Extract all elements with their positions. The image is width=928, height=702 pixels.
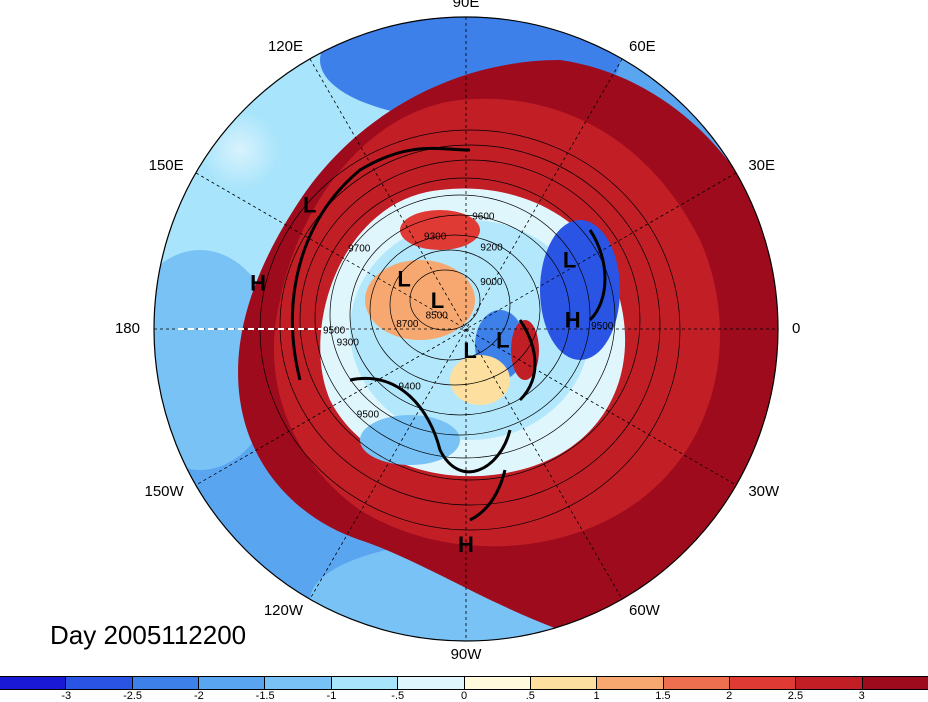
longitude-label: 90E bbox=[452, 0, 480, 11]
contour-label: 9500 bbox=[357, 409, 380, 420]
contour-label: 8700 bbox=[396, 319, 419, 330]
contour-label: 9000 bbox=[480, 277, 503, 288]
jet-contours bbox=[291, 146, 607, 522]
high-pressure-marker: H bbox=[250, 271, 266, 296]
colorbar-swatch bbox=[132, 677, 200, 689]
colorbar-swatch bbox=[796, 677, 863, 689]
low-pressure-marker: L bbox=[563, 248, 576, 273]
longitude-label: 150W bbox=[144, 483, 184, 500]
contour-label: 9300 bbox=[424, 231, 447, 242]
colorbar-swatch bbox=[530, 677, 598, 689]
longitude-label: 60W bbox=[629, 602, 660, 620]
contour-label: 9400 bbox=[399, 381, 422, 392]
longitude-label: 60E bbox=[629, 37, 656, 55]
contour-label: 9500 bbox=[323, 326, 346, 337]
longitude-label: 180 bbox=[114, 320, 140, 337]
height-contours bbox=[259, 129, 681, 531]
longitude-label: 120W bbox=[263, 602, 303, 620]
colorbar-swatch bbox=[265, 677, 332, 689]
colorbar-tick-label: -1.5 bbox=[255, 690, 275, 702]
contour-label: 9300 bbox=[337, 338, 360, 349]
colorbar-swatch bbox=[66, 677, 133, 689]
colorbar bbox=[0, 676, 928, 690]
low-pressure-marker: L bbox=[463, 338, 476, 363]
longitude-label: 150E bbox=[148, 157, 184, 174]
colorbar-tick-label: -.5 bbox=[391, 690, 405, 702]
map-annotations: LH LLLHLLH9600930092009700900085008700930… bbox=[250, 193, 614, 557]
contour-label: 9600 bbox=[472, 211, 495, 222]
colorbar-swatch bbox=[597, 677, 664, 689]
colorbar-tick-label: 1 bbox=[593, 690, 600, 702]
contour-label: 9700 bbox=[348, 243, 371, 254]
colorbar-tick-label: -2.5 bbox=[123, 690, 143, 702]
day-title: Day 2005112200 bbox=[50, 620, 247, 650]
contour-label: 9500 bbox=[591, 321, 614, 332]
colorbar-tick-label: -1 bbox=[326, 690, 337, 702]
colorbar-tick-label: -2 bbox=[193, 690, 204, 702]
low-pressure-marker: L bbox=[496, 328, 509, 353]
low-pressure-marker: L bbox=[397, 266, 410, 291]
longitude-label: 120E bbox=[267, 37, 303, 55]
colorbar-tick-label: 0 bbox=[460, 690, 468, 702]
colorbar-swatch bbox=[0, 677, 67, 689]
low-pressure-marker: L bbox=[431, 288, 444, 313]
map-boundary bbox=[153, 16, 779, 642]
colorbar-swatch bbox=[464, 677, 531, 689]
longitude-label: 30W bbox=[748, 483, 780, 500]
colorbar-tick-label: 1.5 bbox=[655, 690, 671, 702]
contour-label: 8500 bbox=[426, 310, 449, 321]
colorbar-tick-label: -3 bbox=[61, 690, 72, 702]
colorbar-swatch bbox=[398, 677, 465, 689]
high-pressure-marker: H bbox=[458, 532, 474, 557]
colorbar-swatch bbox=[729, 677, 797, 689]
colorbar-tick-label: .5 bbox=[525, 690, 535, 702]
colorbar-swatch bbox=[663, 677, 730, 689]
polar-map: LH LLLHLLH9600930092009700900085008700930… bbox=[153, 16, 779, 642]
high-pressure-marker: H bbox=[565, 307, 581, 332]
colorbar-tick-label: 2 bbox=[726, 690, 733, 702]
colorbar-tick-label: 3 bbox=[858, 690, 865, 702]
colorbar-swatch bbox=[862, 677, 928, 689]
colorbar-swatch bbox=[199, 677, 266, 689]
low-pressure-marker: L bbox=[303, 193, 316, 218]
colorbar-swatch bbox=[331, 677, 399, 689]
longitude-label: 90W bbox=[450, 646, 482, 663]
longitude-label: 30E bbox=[748, 157, 776, 174]
longitude-label: 0 bbox=[792, 320, 801, 337]
contour-label: 9200 bbox=[480, 242, 503, 253]
colorbar-tick-label: 2.5 bbox=[787, 690, 804, 702]
